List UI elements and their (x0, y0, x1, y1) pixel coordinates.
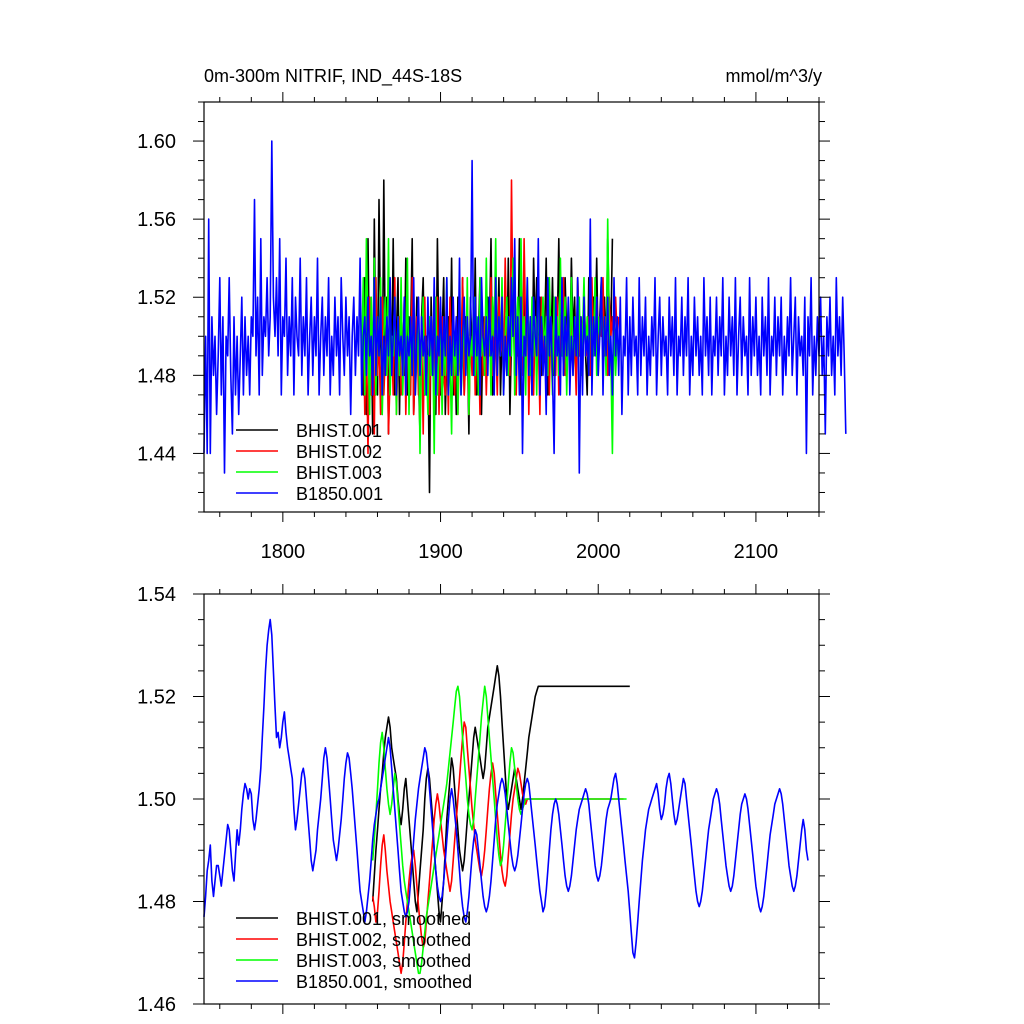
top-legend-label: BHIST.001 (296, 421, 382, 441)
top-xtick-label: 2100 (734, 541, 779, 563)
bottom-ytick-label: 1.50 (137, 789, 176, 811)
top-title: 0m-300m NITRIF, IND_44S-18S (204, 66, 462, 87)
top-ytick-label: 1.60 (137, 131, 176, 153)
top-series-line-4 (203, 140, 847, 474)
top-xtick-label: 2000 (576, 541, 621, 563)
top-ytick-label: 1.56 (137, 209, 176, 231)
top-legend-label: B1850.001 (296, 484, 383, 504)
bottom-legend-label: BHIST.002, smoothed (296, 930, 471, 950)
bottom-series-group (203, 618, 809, 975)
panel-top: 0m-300m NITRIF, IND_44S-18S mmol/m^3/y 1… (137, 66, 847, 563)
top-series-group (203, 140, 847, 494)
bottom-ytick-label: 1.54 (137, 584, 176, 606)
top-ytick-label: 1.48 (137, 365, 176, 387)
bottom-legend-label: B1850.001, smoothed (296, 972, 472, 992)
bottom-series-line-4 (203, 618, 809, 959)
top-ytick-label: 1.52 (137, 287, 176, 309)
bottom-ytick-label: 1.48 (137, 892, 176, 914)
top-plot-frame (203, 101, 820, 513)
bottom-series-line-3 (371, 685, 627, 975)
bottom-legend-label: BHIST.003, smoothed (296, 951, 471, 971)
panel-bottom: 1.46 1.48 1.50 1.52 1.54 BHIST.001, smoothed… (137, 584, 830, 1016)
bottom-axes-group: 1.46 1.48 1.50 1.52 1.54 (137, 584, 830, 1016)
top-units: mmol/m^3/y (726, 66, 822, 86)
bottom-ytick-label: 1.46 (137, 994, 176, 1016)
top-legend-label: BHIST.002 (296, 442, 382, 462)
top-ytick-label: 1.44 (137, 443, 176, 465)
bottom-ytick-label: 1.52 (137, 687, 176, 709)
bottom-series-line-1 (371, 664, 630, 923)
top-xtick-label: 1800 (261, 541, 306, 563)
top-legend-label: BHIST.003 (296, 463, 382, 483)
top-axes-group: 1800 1900 2000 2100 1.44 1.48 1.52 1.56 1.60 (137, 92, 830, 563)
bottom-legend-label: BHIST.001, smoothed (296, 909, 471, 929)
top-xtick-label: 1900 (418, 541, 463, 563)
